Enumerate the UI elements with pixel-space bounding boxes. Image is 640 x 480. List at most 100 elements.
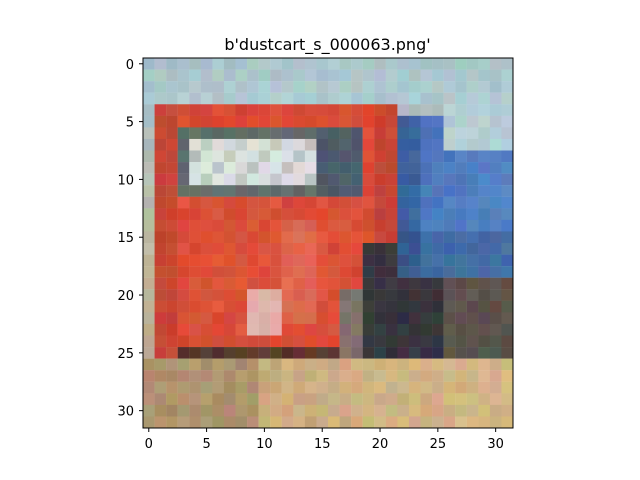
image-pixel	[466, 381, 479, 394]
image-pixel	[143, 162, 155, 174]
image-pixel	[177, 289, 190, 301]
image-pixel	[339, 323, 352, 336]
image-pixel	[328, 69, 340, 82]
image-pixel	[420, 312, 433, 325]
image-pixel	[154, 300, 167, 313]
image-pixel	[293, 381, 306, 394]
image-pixel	[339, 289, 352, 301]
image-pixel	[177, 69, 190, 82]
image-pixel	[293, 173, 306, 186]
image-pixel	[281, 92, 294, 105]
image-pixel	[466, 150, 479, 163]
image-pixel	[374, 196, 386, 209]
image-pixel	[408, 404, 421, 417]
image-pixel	[212, 381, 225, 394]
image-pixel	[166, 196, 178, 209]
image-pixel	[443, 277, 456, 290]
x-tick-label: 25	[430, 437, 447, 452]
image-pixel	[154, 416, 167, 429]
image-pixel	[455, 289, 467, 301]
image-pixel	[189, 92, 201, 105]
image-pixel	[455, 277, 467, 290]
image-pixel	[420, 185, 433, 197]
image-pixel	[362, 393, 375, 406]
image-pixel	[489, 416, 502, 429]
image-pixel	[501, 196, 514, 209]
image-pixel	[177, 92, 190, 105]
image-pixel	[212, 138, 225, 151]
image-pixel	[362, 323, 375, 336]
image-pixel	[478, 335, 491, 348]
image-pixel	[223, 312, 236, 325]
image-pixel	[374, 127, 386, 140]
image-pixel	[351, 381, 363, 394]
image-pixel	[304, 347, 317, 359]
image-pixel	[443, 173, 456, 186]
image-pixel	[247, 219, 259, 232]
image-pixel	[200, 277, 213, 290]
image-pixel	[408, 81, 421, 93]
image-pixel	[408, 312, 421, 325]
image-pixel	[200, 266, 213, 278]
image-pixel	[258, 162, 271, 174]
image-pixel	[200, 358, 213, 371]
image-pixel	[281, 381, 294, 394]
image-pixel	[177, 277, 190, 290]
image-pixel	[443, 266, 456, 278]
image-pixel	[166, 266, 178, 278]
image-pixel	[177, 358, 190, 371]
image-pixel	[455, 266, 467, 278]
image-pixel	[489, 185, 502, 197]
image-pixel	[432, 115, 444, 128]
image-pixel	[293, 58, 306, 70]
image-pixel	[397, 416, 410, 429]
image-pixel	[443, 393, 456, 406]
image-pixel	[304, 208, 317, 221]
image-pixel	[143, 381, 155, 394]
image-pixel	[212, 69, 225, 82]
image-pixel	[166, 150, 178, 163]
image-pixel	[189, 300, 201, 313]
image-pixel	[408, 58, 421, 70]
image-pixel	[420, 104, 433, 116]
image-pixel	[432, 312, 444, 325]
image-pixel	[166, 219, 178, 232]
image-pixel	[397, 69, 410, 82]
image-pixel	[443, 69, 456, 82]
image-pixel	[154, 196, 167, 209]
image-pixel	[397, 150, 410, 163]
image-pixel	[143, 370, 155, 382]
image-pixel	[374, 150, 386, 163]
image-pixel	[385, 127, 398, 140]
image-pixel	[200, 138, 213, 151]
image-pixel	[166, 312, 178, 325]
image-pixel	[362, 162, 375, 174]
image-pixel	[478, 323, 491, 336]
image-pixel	[316, 92, 329, 105]
image-pixel	[478, 138, 491, 151]
image-pixel	[189, 358, 201, 371]
image-pixel	[177, 404, 190, 417]
image-pixel	[247, 416, 259, 429]
image-pixel	[420, 196, 433, 209]
image-pixel	[270, 277, 282, 290]
image-pixel	[293, 358, 306, 371]
image-pixel	[466, 335, 479, 348]
image-pixel	[362, 185, 375, 197]
image-pixel	[235, 58, 248, 70]
image-pixel	[247, 69, 259, 82]
image-pixel	[351, 404, 363, 417]
image-pixel	[432, 219, 444, 232]
image-pixel	[143, 358, 155, 371]
image-pixel	[247, 347, 259, 359]
image-pixel	[189, 266, 201, 278]
image-pixel	[212, 393, 225, 406]
x-tick-label: 10	[256, 437, 273, 452]
image-pixel	[270, 185, 282, 197]
image-pixel	[397, 323, 410, 336]
image-pixel	[397, 138, 410, 151]
image-pixel	[397, 196, 410, 209]
image-pixel	[351, 69, 363, 82]
image-pixel	[247, 312, 259, 325]
